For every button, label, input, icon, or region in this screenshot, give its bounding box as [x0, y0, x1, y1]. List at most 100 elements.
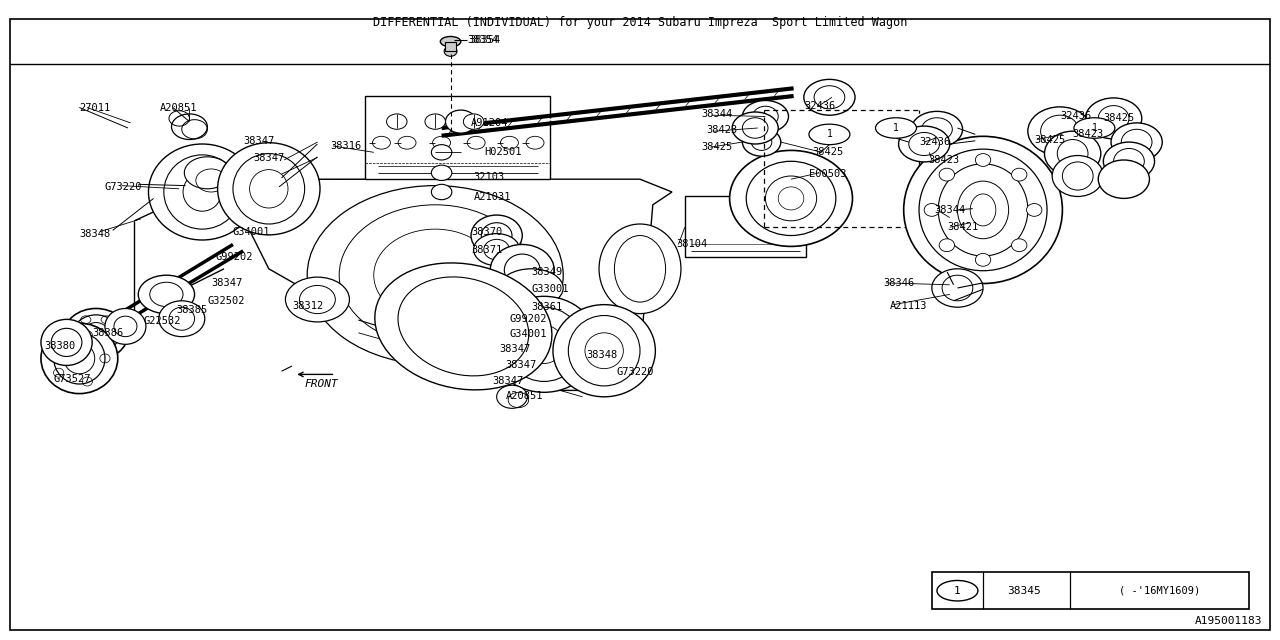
- Ellipse shape: [553, 305, 655, 397]
- Circle shape: [937, 580, 978, 601]
- Text: 38425: 38425: [813, 147, 844, 157]
- Text: 27011: 27011: [79, 102, 110, 113]
- Text: 38316: 38316: [330, 141, 361, 151]
- Ellipse shape: [431, 145, 452, 160]
- Text: G99202: G99202: [215, 252, 252, 262]
- Ellipse shape: [64, 308, 128, 360]
- Ellipse shape: [375, 263, 552, 390]
- Text: 38370: 38370: [471, 227, 502, 237]
- Ellipse shape: [732, 112, 778, 144]
- Ellipse shape: [1011, 239, 1027, 252]
- Ellipse shape: [444, 46, 457, 56]
- Text: G34001: G34001: [509, 329, 547, 339]
- Text: G73220: G73220: [617, 367, 654, 378]
- Ellipse shape: [975, 253, 991, 266]
- Ellipse shape: [1103, 142, 1155, 180]
- Ellipse shape: [159, 301, 205, 337]
- Text: A21113: A21113: [890, 301, 927, 311]
- Text: 38312: 38312: [292, 301, 323, 311]
- Text: ( -'16MY1609): ( -'16MY1609): [1119, 586, 1201, 596]
- Text: G33001: G33001: [531, 284, 568, 294]
- Text: 38347: 38347: [499, 344, 530, 354]
- Bar: [365, 96, 550, 179]
- Ellipse shape: [1044, 131, 1101, 176]
- Ellipse shape: [499, 269, 563, 307]
- Ellipse shape: [474, 234, 520, 266]
- Ellipse shape: [471, 215, 522, 256]
- Text: 1: 1: [1092, 123, 1097, 133]
- Bar: [445, 42, 456, 51]
- Text: 38421: 38421: [947, 222, 978, 232]
- Text: G99202: G99202: [509, 314, 547, 324]
- Ellipse shape: [742, 100, 788, 132]
- Ellipse shape: [218, 143, 320, 235]
- Ellipse shape: [1098, 160, 1149, 198]
- Ellipse shape: [463, 114, 484, 129]
- Text: 38354: 38354: [467, 35, 498, 45]
- Ellipse shape: [425, 114, 445, 129]
- Circle shape: [876, 118, 916, 138]
- Text: A195001183: A195001183: [1194, 616, 1262, 626]
- Ellipse shape: [1011, 168, 1027, 181]
- Text: G73527: G73527: [54, 374, 91, 384]
- Ellipse shape: [932, 269, 983, 307]
- Text: 38347: 38347: [253, 153, 284, 163]
- Text: 38349: 38349: [531, 267, 562, 277]
- Ellipse shape: [138, 275, 195, 314]
- Text: E00503: E00503: [809, 169, 846, 179]
- Ellipse shape: [975, 154, 991, 166]
- Text: G34001: G34001: [233, 227, 270, 237]
- Ellipse shape: [940, 239, 955, 252]
- Ellipse shape: [924, 204, 940, 216]
- Text: 38346: 38346: [883, 278, 914, 288]
- Text: 38380: 38380: [45, 340, 76, 351]
- Ellipse shape: [41, 323, 118, 394]
- Ellipse shape: [445, 110, 476, 133]
- Text: 32103: 32103: [474, 172, 504, 182]
- Ellipse shape: [1028, 107, 1092, 156]
- Text: A91204: A91204: [471, 118, 508, 128]
- Text: 38423: 38423: [1073, 129, 1103, 140]
- Text: A20851: A20851: [160, 102, 197, 113]
- Text: 38347: 38347: [243, 136, 274, 146]
- Bar: [685, 196, 806, 257]
- Ellipse shape: [184, 157, 230, 189]
- Text: 1: 1: [893, 123, 899, 133]
- Text: G22532: G22532: [143, 316, 180, 326]
- Text: FRONT: FRONT: [305, 379, 338, 389]
- Text: 38425: 38425: [1103, 113, 1134, 124]
- Text: DIFFERENTIAL (INDIVIDUAL) for your 2014 Subaru Impreza  Sport Limited Wagon: DIFFERENTIAL (INDIVIDUAL) for your 2014 …: [372, 16, 908, 29]
- Text: 38347: 38347: [506, 360, 536, 370]
- Text: 38347: 38347: [493, 376, 524, 386]
- Polygon shape: [224, 179, 672, 390]
- Circle shape: [809, 124, 850, 145]
- Ellipse shape: [1052, 156, 1103, 196]
- Bar: [932, 572, 1249, 609]
- Ellipse shape: [730, 150, 852, 246]
- Ellipse shape: [904, 136, 1062, 284]
- Text: 38348: 38348: [586, 350, 617, 360]
- Circle shape: [1074, 118, 1115, 138]
- Ellipse shape: [940, 168, 955, 181]
- Text: G73220: G73220: [105, 182, 142, 192]
- Text: 38347: 38347: [211, 278, 242, 288]
- Ellipse shape: [105, 308, 146, 344]
- Ellipse shape: [285, 277, 349, 322]
- Text: 38348: 38348: [79, 228, 110, 239]
- Text: H02501: H02501: [484, 147, 521, 157]
- Ellipse shape: [431, 184, 452, 200]
- Ellipse shape: [599, 224, 681, 314]
- Ellipse shape: [431, 165, 452, 180]
- Text: 38425: 38425: [701, 142, 732, 152]
- Ellipse shape: [490, 296, 598, 392]
- Text: 32436: 32436: [919, 137, 950, 147]
- Ellipse shape: [1085, 98, 1142, 139]
- Text: A21031: A21031: [474, 192, 511, 202]
- Text: 38371: 38371: [471, 244, 502, 255]
- Ellipse shape: [172, 114, 207, 140]
- Text: 38385: 38385: [177, 305, 207, 316]
- Text: G32502: G32502: [207, 296, 244, 306]
- Text: A20851: A20851: [506, 390, 543, 401]
- Ellipse shape: [41, 319, 92, 365]
- Ellipse shape: [899, 126, 950, 162]
